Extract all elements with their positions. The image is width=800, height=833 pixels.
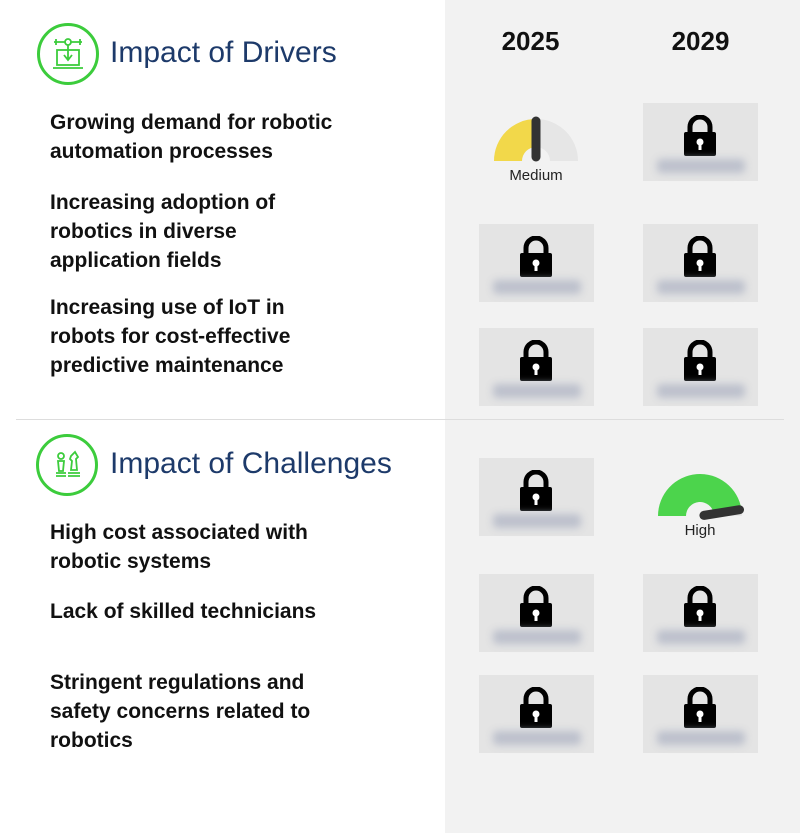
challenge-factor-2: Lack of skilled technicians bbox=[50, 600, 317, 623]
gauge-label: Medium bbox=[509, 167, 563, 184]
blurred-text bbox=[493, 384, 581, 398]
gauge-needle bbox=[699, 505, 745, 520]
year-header-2025: 2025 bbox=[501, 26, 560, 56]
driver-factor-1: Growing demand for robotic automation pr… bbox=[50, 111, 333, 163]
gauge-dial bbox=[494, 116, 578, 162]
locked-cell-challenges-1-2025 bbox=[479, 458, 594, 536]
locked-cell-challenges-3-2029 bbox=[643, 675, 758, 753]
blurred-text bbox=[657, 159, 745, 173]
locked-cell-drivers-2-2029 bbox=[643, 224, 758, 302]
impact-gauge-challenges-1-2029: High bbox=[640, 464, 760, 554]
locked-cell-challenges-3-2025 bbox=[479, 675, 594, 753]
challenges-title: Impact of Challenges bbox=[110, 447, 392, 480]
impact-gauge-drivers-1-2025: Medium bbox=[476, 109, 596, 199]
locked-cell-challenges-2-2029 bbox=[643, 574, 758, 652]
driver-factor-2: Increasing adoption of robotics in diver… bbox=[50, 191, 276, 272]
locked-cell-challenges-2-2025 bbox=[479, 574, 594, 652]
gauge-label: High bbox=[684, 522, 716, 539]
locked-cell-drivers-1-2029 bbox=[643, 103, 758, 181]
drivers-title: Impact of Drivers bbox=[110, 36, 337, 69]
blurred-text bbox=[657, 731, 745, 745]
locked-cell-drivers-3-2029 bbox=[643, 328, 758, 406]
blurred-text bbox=[493, 280, 581, 294]
blurred-text bbox=[657, 280, 745, 294]
driver-factor-3: Increasing use of IoT in robots for cost… bbox=[50, 296, 291, 377]
locked-cell-drivers-3-2025 bbox=[479, 328, 594, 406]
blurred-text bbox=[657, 384, 745, 398]
gauge-dial bbox=[658, 474, 745, 520]
year-header-2029: 2029 bbox=[671, 26, 730, 56]
section-divider bbox=[16, 419, 784, 420]
blurred-text bbox=[493, 731, 581, 745]
locked-cell-drivers-2-2025 bbox=[479, 224, 594, 302]
blurred-text bbox=[493, 514, 581, 528]
blurred-text bbox=[493, 630, 581, 644]
chess-pieces-icon bbox=[36, 434, 98, 496]
challenge-factor-3: Stringent regulations and safety concern… bbox=[50, 671, 311, 752]
blurred-text bbox=[657, 630, 745, 644]
challenge-factor-1: High cost associated with robotic system… bbox=[50, 521, 308, 573]
robot-arm-laptop-icon bbox=[37, 23, 99, 85]
